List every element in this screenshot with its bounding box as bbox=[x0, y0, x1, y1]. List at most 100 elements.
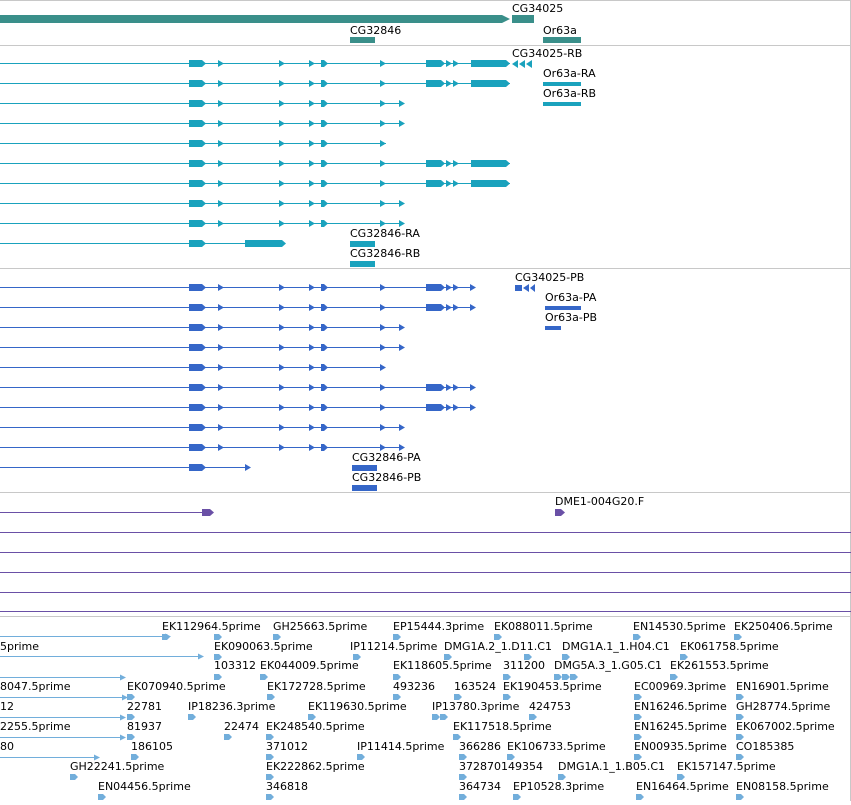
transcript-exon[interactable] bbox=[218, 120, 224, 127]
protein-feature[interactable] bbox=[545, 306, 581, 310]
transcript-exon[interactable] bbox=[218, 220, 224, 227]
transcript-row[interactable] bbox=[0, 60, 510, 67]
protein-exon[interactable] bbox=[321, 424, 328, 431]
transcript-exon[interactable] bbox=[218, 140, 224, 147]
protein-exon[interactable] bbox=[380, 344, 386, 351]
cdna-feature[interactable] bbox=[494, 634, 502, 640]
transcript-exon[interactable] bbox=[309, 180, 315, 187]
cdna-feature[interactable] bbox=[353, 654, 361, 660]
cdna-feature[interactable] bbox=[680, 654, 688, 660]
protein-label[interactable]: Or63a-PA bbox=[545, 291, 597, 304]
cdna-label[interactable]: 81937 bbox=[127, 720, 162, 733]
cdna-label[interactable]: GH25663.5prime bbox=[273, 620, 368, 633]
cdna-label[interactable]: EC00969.3prime bbox=[634, 680, 726, 693]
protein-exon[interactable] bbox=[218, 444, 224, 451]
protein-row[interactable] bbox=[0, 304, 476, 311]
cdna-feature[interactable] bbox=[444, 654, 452, 660]
cdna-feature[interactable] bbox=[524, 654, 532, 660]
transcript-row[interactable] bbox=[0, 140, 386, 147]
transcript-exon[interactable] bbox=[471, 80, 510, 87]
transcript-exon[interactable] bbox=[399, 100, 405, 107]
cdna-feature[interactable] bbox=[634, 754, 642, 760]
protein-exon[interactable] bbox=[279, 384, 285, 391]
cdna-label[interactable]: 372870149354 bbox=[459, 760, 543, 773]
protein-exon[interactable] bbox=[453, 384, 459, 391]
transcript-feature[interactable] bbox=[350, 241, 375, 247]
transcript-exon[interactable] bbox=[426, 180, 445, 187]
gene-feature-cg34025[interactable] bbox=[0, 15, 510, 23]
cdna-feature[interactable] bbox=[266, 754, 274, 760]
transcript-label[interactable]: CG32846-RB bbox=[350, 247, 420, 260]
cdna-feature[interactable] bbox=[357, 754, 365, 760]
transcript-exon[interactable] bbox=[453, 80, 459, 87]
cdna-feature[interactable] bbox=[636, 794, 644, 800]
cdna-feature[interactable] bbox=[267, 694, 275, 700]
cdna-label[interactable]: EN00935.5prime bbox=[634, 740, 727, 753]
transcript-exon[interactable] bbox=[453, 60, 459, 67]
transcript-exon[interactable] bbox=[321, 160, 328, 167]
cdna-feature[interactable] bbox=[127, 714, 135, 720]
cdna-feature[interactable] bbox=[214, 674, 222, 680]
cdna-feature[interactable] bbox=[432, 714, 440, 720]
protein-exon[interactable] bbox=[380, 444, 386, 451]
transcript-exon[interactable] bbox=[189, 140, 206, 147]
protein-exon[interactable] bbox=[453, 404, 459, 411]
transcript-exon[interactable] bbox=[309, 100, 315, 107]
transcript-exon[interactable] bbox=[453, 160, 459, 167]
protein-exon[interactable] bbox=[453, 284, 459, 291]
transcript-exon[interactable] bbox=[471, 160, 510, 167]
cdna-feature[interactable] bbox=[122, 694, 128, 701]
protein-exon[interactable] bbox=[380, 424, 386, 431]
cdna-label[interactable]: EN16245.5prime bbox=[634, 720, 727, 733]
protein-row[interactable] bbox=[0, 284, 476, 291]
transcript-label[interactable]: Or63a-RA bbox=[543, 67, 596, 80]
cdna-label[interactable]: IP11214.5prime bbox=[350, 640, 438, 653]
transcript-exon[interactable] bbox=[218, 100, 224, 107]
cdna-label[interactable]: EK248540.5prime bbox=[266, 720, 365, 733]
protein-row[interactable] bbox=[0, 364, 386, 371]
protein-exon[interactable] bbox=[453, 304, 459, 311]
protein-feature[interactable] bbox=[352, 485, 377, 491]
cdna-label[interactable]: 366286 bbox=[459, 740, 501, 753]
protein-exon[interactable] bbox=[279, 364, 285, 371]
transcript-exon[interactable] bbox=[399, 120, 405, 127]
cdna-label[interactable]: EN16246.5prime bbox=[634, 700, 727, 713]
cdna-label[interactable]: 2255.5prime bbox=[0, 720, 71, 733]
protein-exon[interactable] bbox=[426, 304, 445, 311]
protein-exon[interactable] bbox=[218, 384, 224, 391]
protein-exon[interactable] bbox=[380, 404, 386, 411]
protein-exon[interactable] bbox=[321, 384, 328, 391]
transcript-exon[interactable] bbox=[321, 100, 328, 107]
cdna-label[interactable]: EK261553.5prime bbox=[670, 659, 769, 672]
protein-label[interactable]: CG32846-PA bbox=[352, 451, 421, 464]
protein-exon[interactable] bbox=[189, 344, 206, 351]
cdna-label[interactable]: EN16464.5prime bbox=[636, 780, 729, 793]
cdna-label[interactable]: 22781 bbox=[127, 700, 162, 713]
transcript-exon[interactable] bbox=[471, 180, 510, 187]
protein-exon[interactable] bbox=[309, 384, 315, 391]
est-feature[interactable] bbox=[555, 509, 565, 516]
transcript-exon[interactable] bbox=[218, 180, 224, 187]
protein-label[interactable]: CG32846-PB bbox=[352, 471, 421, 484]
protein-exon[interactable] bbox=[189, 284, 206, 291]
transcript-exon[interactable] bbox=[218, 200, 224, 207]
protein-exon[interactable] bbox=[380, 384, 386, 391]
cdna-label[interactable]: 364734 bbox=[459, 780, 501, 793]
cdna-label[interactable]: EK070940.5prime bbox=[127, 680, 226, 693]
protein-exon[interactable] bbox=[470, 384, 476, 391]
cdna-label[interactable]: EK106733.5prime bbox=[507, 740, 606, 753]
cdna-feature[interactable] bbox=[214, 654, 222, 660]
transcript-exon[interactable] bbox=[189, 220, 206, 227]
cdna-feature[interactable] bbox=[120, 674, 126, 681]
transcript-exon[interactable] bbox=[446, 180, 452, 187]
protein-exon[interactable] bbox=[321, 324, 328, 331]
protein-exon[interactable] bbox=[446, 284, 452, 291]
cdna-feature[interactable] bbox=[393, 694, 401, 700]
protein-exon[interactable] bbox=[279, 424, 285, 431]
protein-exon[interactable] bbox=[380, 324, 386, 331]
cdna-label[interactable]: 8047.5prime bbox=[0, 680, 71, 693]
cdna-label[interactable]: EK061758.5prime bbox=[680, 640, 779, 653]
protein-exon[interactable] bbox=[218, 404, 224, 411]
cdna-label[interactable]: EK067002.5prime bbox=[736, 720, 835, 733]
cdna-feature[interactable] bbox=[453, 734, 461, 740]
